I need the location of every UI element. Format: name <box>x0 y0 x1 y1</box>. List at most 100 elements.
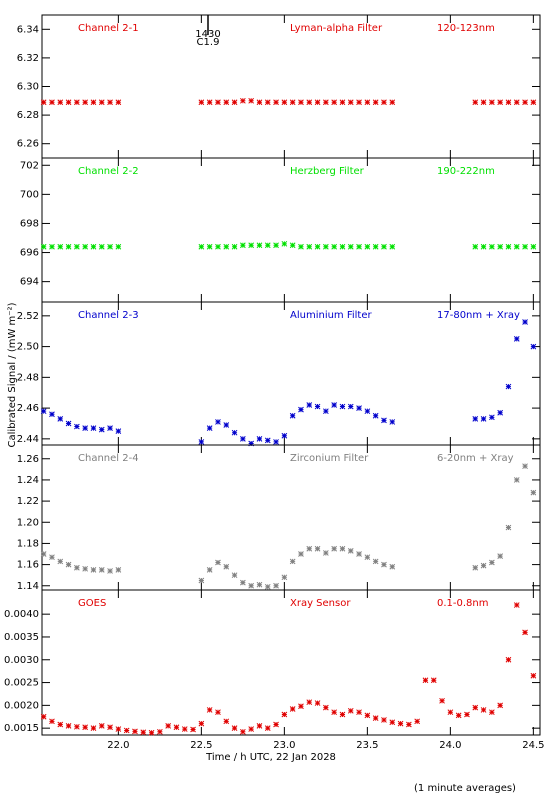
data-point <box>414 718 421 725</box>
data-point <box>522 319 528 325</box>
data-point <box>256 723 263 729</box>
y-tick-label: 2.48 <box>17 372 39 383</box>
data-point <box>364 712 371 719</box>
y-tick-label: 1.20 <box>17 517 39 528</box>
data-point <box>298 551 304 557</box>
data-point <box>323 99 329 106</box>
data-point <box>281 240 288 247</box>
data-point <box>107 243 113 250</box>
data-point <box>339 243 346 250</box>
data-point <box>331 402 338 408</box>
data-point <box>198 439 205 445</box>
data-point <box>248 97 255 104</box>
data-point <box>356 405 362 411</box>
y-tick-label: 1.22 <box>17 496 39 507</box>
data-point <box>281 574 288 581</box>
panel-label: 17-80nm + Xray <box>437 310 520 321</box>
data-point <box>90 99 97 106</box>
data-point <box>215 559 221 566</box>
data-point <box>372 558 379 565</box>
data-point <box>223 99 230 106</box>
data-point <box>49 718 55 725</box>
data-point <box>98 567 105 573</box>
data-point <box>389 719 396 726</box>
data-point <box>513 99 520 106</box>
data-point <box>422 677 429 684</box>
data-point <box>264 99 271 106</box>
data-point <box>248 582 255 589</box>
data-point <box>231 725 238 732</box>
data-point <box>57 721 64 728</box>
data-point <box>505 243 512 250</box>
data-point <box>406 721 412 728</box>
data-point <box>347 547 354 554</box>
plot-frame <box>41 301 541 446</box>
data-point <box>256 435 263 442</box>
data-point <box>206 243 213 250</box>
data-point <box>464 711 470 718</box>
data-point <box>356 243 362 250</box>
y-tick-label: 2.50 <box>17 342 39 353</box>
y-tick-label: 1.14 <box>17 581 39 592</box>
data-point <box>339 99 346 106</box>
data-point <box>74 243 80 250</box>
data-point <box>223 243 230 250</box>
data-point <box>472 243 479 250</box>
y-tick-label: 6.30 <box>17 82 39 93</box>
data-point <box>215 709 221 716</box>
data-point <box>90 425 97 431</box>
data-point <box>281 711 288 718</box>
data-point <box>264 242 271 249</box>
data-point <box>372 412 379 419</box>
data-point <box>248 726 255 732</box>
data-point <box>489 559 495 566</box>
panel-label: GOES <box>78 598 106 609</box>
y-tick-label: 6.26 <box>17 139 39 150</box>
data-point <box>323 243 329 250</box>
data-point <box>74 99 80 106</box>
data-point <box>165 723 172 729</box>
data-point <box>489 414 495 421</box>
data-point <box>82 565 89 572</box>
data-point <box>530 343 537 350</box>
x-tick-label: 22.0 <box>107 740 129 751</box>
data-point <box>74 423 80 430</box>
data-point <box>256 99 263 106</box>
y-tick-label: 694 <box>20 277 39 288</box>
plot-frame <box>41 14 541 159</box>
data-point <box>314 700 321 706</box>
data-point <box>198 577 205 584</box>
data-point <box>82 99 89 106</box>
data-point <box>289 99 296 106</box>
data-point <box>40 551 47 557</box>
data-point <box>190 726 196 733</box>
data-point <box>123 727 130 734</box>
data-point <box>480 243 487 250</box>
data-point <box>107 99 113 106</box>
y-axis-label: Calibrated Signal / (mW m⁻²) <box>7 302 18 447</box>
data-point <box>530 489 537 496</box>
data-point <box>273 721 279 728</box>
data-point <box>65 561 72 568</box>
data-point <box>347 243 354 250</box>
data-point <box>98 723 105 729</box>
y-tick-label: 0.0015 <box>4 723 39 734</box>
data-point <box>115 99 122 106</box>
y-tick-label: 702 <box>20 160 39 171</box>
data-point <box>347 403 354 410</box>
panel-label: Channel 2-4 <box>78 453 139 464</box>
data-point <box>281 99 288 106</box>
data-point <box>74 564 80 571</box>
data-point <box>497 702 504 709</box>
data-point <box>314 99 321 106</box>
data-point <box>248 242 255 249</box>
data-point <box>389 563 396 570</box>
data-point <box>107 568 113 574</box>
event-label: C1.9 <box>197 37 220 48</box>
data-point <box>231 429 238 436</box>
data-point <box>389 419 396 425</box>
data-point <box>115 567 122 573</box>
data-point <box>489 709 495 716</box>
data-point <box>339 545 346 552</box>
y-tick-label: 2.46 <box>17 403 39 414</box>
